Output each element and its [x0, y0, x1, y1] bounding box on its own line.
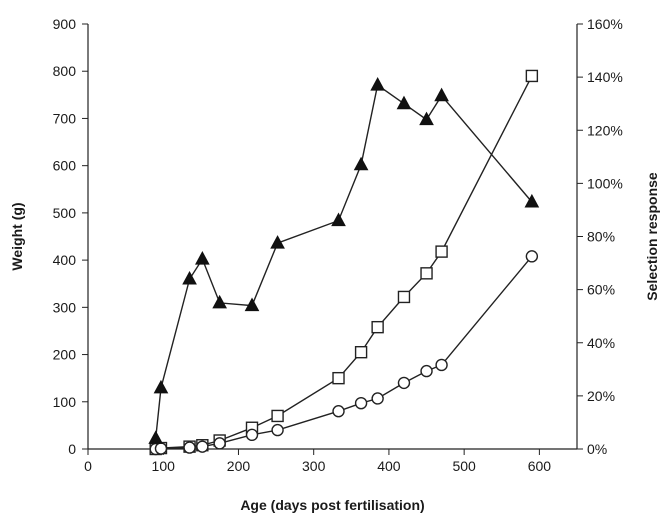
data-point-square: [420, 267, 433, 280]
x-tick-label: 400: [377, 458, 401, 474]
data-point-triangle: [182, 270, 197, 285]
data-point-triangle: [244, 297, 260, 312]
data-point-square: [332, 371, 345, 385]
y2-tick-label: 60%: [587, 282, 615, 298]
y-tick-label: 200: [53, 347, 77, 363]
data-point-circle: [371, 392, 384, 405]
y-tick-label: 600: [53, 158, 77, 174]
x-axis-ticks: 0 100 200 300 400 500 600: [84, 449, 551, 474]
data-point-triangle: [153, 379, 169, 394]
series-circle: [149, 250, 539, 456]
data-point-square: [397, 290, 411, 304]
y-axis-title: Weight (g): [9, 202, 25, 270]
data-point-triangle: [331, 212, 346, 227]
series-line-square: [155, 75, 533, 450]
x-tick-label: 300: [302, 458, 326, 474]
data-point-triangle: [524, 193, 540, 208]
data-point-circle: [525, 250, 539, 263]
y-tick-label: 900: [53, 16, 77, 32]
y2-tick-label: 0%: [587, 441, 607, 457]
data-point-circle: [271, 423, 284, 437]
x-tick-label: 500: [452, 458, 476, 474]
y-tick-label: 800: [53, 63, 77, 79]
data-point-circle: [154, 442, 168, 455]
y2-tick-label: 120%: [587, 122, 623, 138]
data-point-triangle: [212, 294, 227, 309]
y-tick-label: 700: [53, 110, 77, 126]
y-tick-label: 400: [53, 252, 77, 268]
x-tick-label: 600: [528, 458, 552, 474]
series-line-triangle: [155, 83, 533, 439]
data-point-circle: [183, 441, 196, 454]
data-point-square: [435, 245, 448, 258]
y2-tick-label: 40%: [587, 335, 615, 351]
data-point-triangle: [148, 430, 164, 444]
series-layer: [148, 69, 540, 456]
data-point-triangle: [195, 251, 210, 265]
data-point-circle: [213, 437, 226, 450]
x-tick-label: 100: [152, 458, 176, 474]
data-point-circle: [332, 405, 345, 418]
data-point-circle: [196, 440, 209, 453]
data-point-triangle: [434, 87, 449, 102]
series-triangle: [148, 77, 540, 444]
y2-axis-title: Selection response: [644, 172, 660, 301]
data-point-triangle: [353, 156, 369, 171]
data-point-square: [271, 409, 284, 423]
data-point-triangle: [370, 77, 385, 91]
y2-tick-label: 100%: [587, 175, 623, 191]
y2-axis-ticks: 0% 20% 40% 60% 80% 100% 120% 140% 160%: [577, 16, 623, 457]
y2-tick-label: 140%: [587, 69, 623, 85]
data-point-circle: [435, 358, 448, 372]
data-point-triangle: [270, 235, 285, 249]
data-point-circle: [245, 428, 259, 442]
data-point-circle: [397, 376, 411, 390]
x-tick-label: 200: [227, 458, 251, 474]
data-point-triangle: [419, 111, 434, 126]
y-tick-label: 0: [68, 441, 76, 457]
y-tick-label: 100: [53, 394, 77, 410]
x-axis-title: Age (days post fertilisation): [240, 497, 424, 513]
y2-tick-label: 160%: [587, 16, 623, 32]
data-point-square: [354, 345, 368, 359]
data-point-circle: [420, 364, 433, 378]
y-tick-label: 300: [53, 299, 77, 315]
y2-tick-label: 80%: [587, 229, 615, 245]
data-point-square: [525, 69, 539, 83]
data-point-square: [371, 320, 384, 334]
data-point-triangle: [396, 95, 412, 110]
x-tick-label: 0: [84, 458, 92, 474]
y2-tick-label: 20%: [587, 388, 615, 404]
y-axis-ticks: 0 100 200 300 400 500 600 700 800 900: [53, 16, 88, 457]
y-tick-label: 500: [53, 205, 77, 221]
data-point-circle: [354, 396, 368, 410]
